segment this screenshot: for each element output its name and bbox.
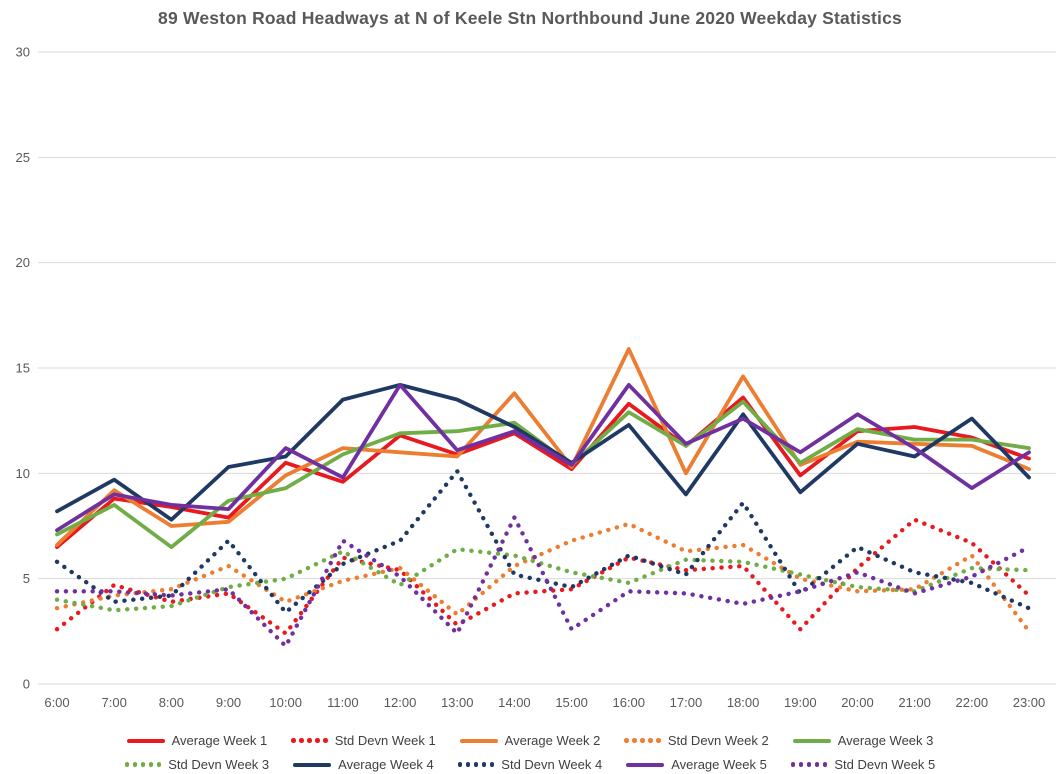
- x-axis-tick-label: 14:00: [498, 695, 531, 710]
- legend-label: Average Week 2: [504, 733, 601, 748]
- y-axis-tick-label: 10: [16, 466, 30, 481]
- x-axis-tick-label: 20:00: [841, 695, 874, 710]
- legend-item-std-devn-week-1: Std Devn Week 1: [291, 733, 436, 748]
- legend-solid-line-swatch: [293, 762, 332, 767]
- x-axis-tick-label: 21:00: [898, 695, 931, 710]
- x-axis-tick-label: 16:00: [612, 695, 645, 710]
- x-axis-tick-label: 23:00: [1013, 695, 1046, 710]
- x-axis-tick-label: 15:00: [555, 695, 588, 710]
- x-axis-tick-label: 10:00: [269, 695, 302, 710]
- legend-item-std-devn-week-5: Std Devn Week 5: [790, 757, 936, 772]
- legend-label: Average Week 1: [171, 733, 268, 748]
- legend-label: Std Devn Week 1: [334, 733, 436, 748]
- chart-title: 89 Weston Road Headways at N of Keele St…: [158, 8, 902, 28]
- legend-label: Std Devn Week 3: [168, 757, 270, 772]
- legend-item-std-devn-week-3: Std Devn Week 3: [124, 757, 270, 772]
- x-axis-tick-label: 7:00: [102, 695, 127, 710]
- series-line-std-devn-week-3: [54, 547, 1032, 613]
- x-axis-tick-label: 9:00: [216, 695, 241, 710]
- x-axis-tick-label: 11:00: [327, 695, 359, 710]
- legend-solid-line-swatch: [792, 738, 831, 743]
- x-axis-tick-label: 22:00: [956, 695, 989, 710]
- legend-dotted-line-swatch: [291, 738, 328, 743]
- y-axis-tick-label: 20: [16, 255, 30, 270]
- series-line-std-devn-week-1: [54, 517, 1032, 636]
- x-axis-tick-label: 6:00: [44, 695, 69, 710]
- legend-row-2: Std Devn Week 3 Average Week 4 Std Devn We…: [124, 757, 936, 772]
- legend-label: Std Devn Week 2: [667, 733, 769, 748]
- y-axis-tick-label: 25: [16, 150, 30, 165]
- series-line-std-devn-week-5: [54, 515, 1032, 649]
- legend-solid-line-swatch: [126, 738, 165, 743]
- x-axis-tick-label: 17:00: [670, 695, 703, 710]
- legend-item-std-devn-week-4: Std Devn Week 4: [457, 757, 603, 772]
- legend-label: Std Devn Week 5: [834, 757, 936, 772]
- legend-label: Std Devn Week 4: [501, 757, 603, 772]
- y-axis-tick-label: 30: [16, 45, 30, 60]
- x-axis-tick-label: 19:00: [784, 695, 817, 710]
- series-line-average-week-5: [55, 382, 1031, 533]
- legend-item-average-week-2: Average Week 2: [459, 733, 601, 748]
- series-line-average-week-4: [55, 382, 1031, 522]
- legend-row-1: Average Week 1 Std Devn Week 1 Average Wee…: [126, 733, 934, 748]
- legend-dotted-line-swatch: [457, 762, 495, 767]
- x-axis-tick-label: 18:00: [727, 695, 760, 710]
- series-line-std-devn-week-2: [54, 521, 1032, 634]
- series-line-average-week-2: [55, 347, 1031, 547]
- legend-solid-line-swatch: [626, 762, 665, 767]
- y-axis-tick-label: 0: [23, 677, 30, 692]
- legend-item-average-week-3: Average Week 3: [792, 733, 934, 748]
- legend-label: Average Week 5: [671, 757, 767, 772]
- legend-dotted-line-swatch: [124, 762, 162, 767]
- legend-dotted-line-swatch: [624, 738, 661, 743]
- x-axis-tick-label: 12:00: [384, 695, 417, 710]
- legend-item-average-week-1: Average Week 1: [126, 733, 268, 748]
- y-axis-tick-label: 15: [16, 361, 30, 376]
- x-axis-tick-label: 8:00: [159, 695, 184, 710]
- legend-item-std-devn-week-2: Std Devn Week 2: [624, 733, 769, 748]
- legend-label: Average Week 4: [338, 757, 434, 772]
- legend-label: Average Week 3: [837, 733, 934, 748]
- chart-legend: Average Week 1 Std Devn Week 1 Average Wee…: [0, 733, 1060, 772]
- x-axis-tick-label: 13:00: [441, 695, 474, 710]
- legend-item-average-week-4: Average Week 4: [293, 757, 434, 772]
- legend-item-average-week-5: Average Week 5: [626, 757, 767, 772]
- y-axis-tick-label: 5: [23, 571, 30, 586]
- legend-dotted-line-swatch: [790, 762, 828, 767]
- legend-solid-line-swatch: [459, 738, 498, 743]
